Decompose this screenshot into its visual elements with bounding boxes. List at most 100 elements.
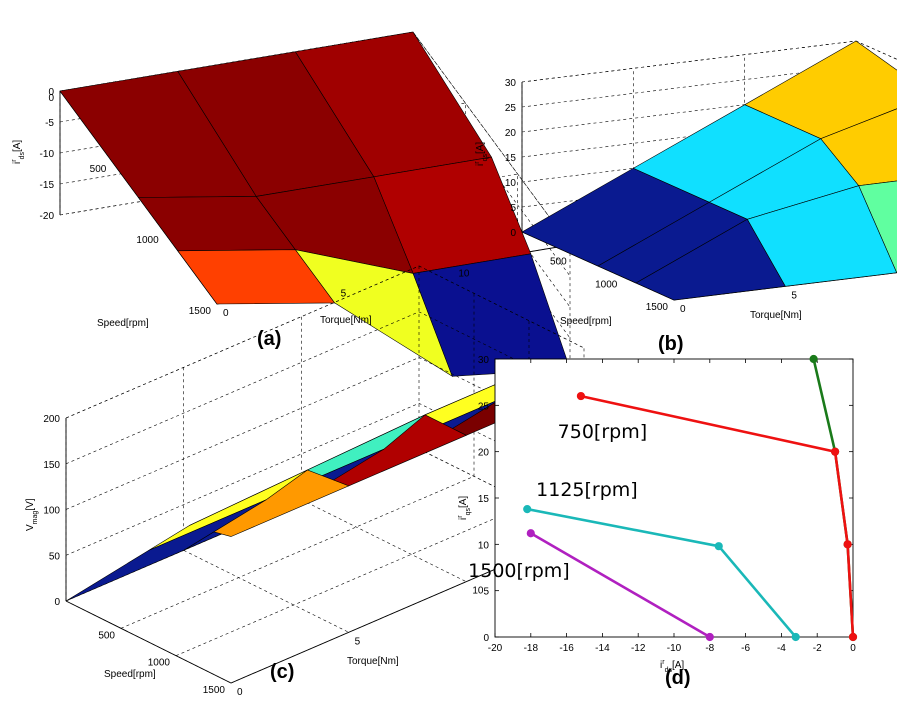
x-tick-label: 500 [550,257,567,268]
z-tick-label: -5 [45,118,54,129]
floor-axis-line [65,530,585,684]
caption-b: (b) [658,333,684,355]
caption-c: (c) [270,661,294,683]
surface-face [635,218,786,301]
series-point [526,529,535,538]
z-tick-label: 10 [505,178,517,189]
y-axis-label: irqs[A] [457,496,472,520]
surface [59,31,571,378]
y-tick-label: 10 [472,586,484,597]
z-tick-label: 100 [43,506,60,517]
x-tick-label: 500 [98,630,115,641]
y-tick-label: 5 [341,288,347,299]
x-tick-label: -14 [595,643,610,654]
grid-line [183,550,349,633]
grid-line [65,357,585,510]
y-tick-label: 5 [791,290,797,301]
z-tick-label: 0 [510,228,516,239]
series-point [843,540,852,549]
z-tick-label: -10 [40,149,55,160]
series-point [791,632,800,642]
y-tick-label: 30 [478,355,490,366]
y-tick-label: 15 [478,494,490,505]
y-tick-label: 10 [458,269,470,280]
x-tick-label: -2 [813,643,822,654]
z-tick-label: 0 [48,87,54,98]
grid-line [412,31,571,246]
z-tick-label: 200 [43,414,60,425]
series-point [809,354,818,364]
x-axis-label: Speed[rpm] [104,669,156,680]
surface-plot-b: 05101520253050010001500051015Speed[rpm]T… [474,40,897,327]
z-tick-label: 5 [510,203,516,214]
x-tick-label: 1000 [136,235,159,246]
y-tick-label: 25 [478,401,490,412]
z-axis-label: Vmag[V] [25,498,39,531]
grid-line [59,31,571,246]
x-tick-label: 1500 [203,685,226,696]
z-tick-label: 25 [505,103,517,114]
series-point [576,391,586,401]
y-axis-label: Torque[Nm] [750,310,802,321]
y-tick-label: 0 [680,304,686,315]
caption-a: (a) [257,328,281,350]
surface [521,40,897,301]
y-tick-label: 0 [237,687,243,698]
surface-face [65,499,267,602]
tick-labels: 05101520253050010001500051015 [505,78,797,315]
y-tick-label: 0 [483,633,489,644]
z-tick-label: 30 [505,78,517,89]
series-point [523,505,532,514]
series-line [530,532,711,639]
x-tick-label: 1500 [646,302,669,313]
z-tick-label: 0 [54,597,60,608]
box-edge [65,265,585,419]
y-tick-label: 5 [483,587,489,598]
y-axis-label: Torque[Nm] [320,315,372,326]
annotation-label: 1125[rpm] [536,479,638,501]
x-tick-label: -4 [777,643,786,654]
x-axis-label: irds[A] [660,659,684,674]
annotation-label: 1500[rpm] [468,560,570,582]
grid-line [65,402,585,556]
plot-frame [494,358,854,638]
grid-line [301,499,467,582]
x-tick-label: 0 [48,93,54,104]
x-tick-label: 0 [850,643,856,654]
x-tick-label: -20 [488,643,503,654]
z-tick-label: 20 [505,128,517,139]
x-tick-label: -12 [631,643,646,654]
z-tick-label: -15 [40,180,55,191]
grid-line [216,244,571,369]
z-axis-label: irqs[A] [474,142,489,166]
series-point [714,542,723,551]
grid-line [65,311,585,465]
z-tick-label: 50 [49,551,61,562]
y-tick-label: 20 [478,448,490,459]
x-tick-label: 1000 [148,658,171,669]
y-tick-label: 5 [355,636,361,647]
series-line [580,394,855,638]
x-tick-label: 500 [90,164,107,175]
x-tick-label: 1000 [595,279,618,290]
z-axis-label: irds[A] [11,140,26,164]
x-axis-label: Speed[rpm] [560,316,612,327]
grid-line [59,62,571,277]
y-tick-label: 10 [478,540,490,551]
series-point [848,632,858,642]
z-tick-label: -20 [40,211,55,222]
x-tick-label: -16 [559,643,574,654]
x-tick-label: -10 [667,643,682,654]
x-tick-label: -6 [741,643,750,654]
z-tick-label: 15 [505,153,517,164]
y-tick-label: 0 [223,308,229,319]
y-axis-label: Torque[Nm] [347,656,399,667]
x-tick-label: 1500 [189,306,212,317]
surface-plot-a: 0 -5 -10 -15 -20 0 500 1000 1500 0 5 10 15 Speed[rpm]… [11,31,588,378]
caption-d: (d) [665,667,691,689]
annotation-label: 750[rpm] [558,421,647,443]
x-tick-label: -8 [705,643,714,654]
series-point [705,632,714,642]
x-tick-label: -18 [524,643,539,654]
